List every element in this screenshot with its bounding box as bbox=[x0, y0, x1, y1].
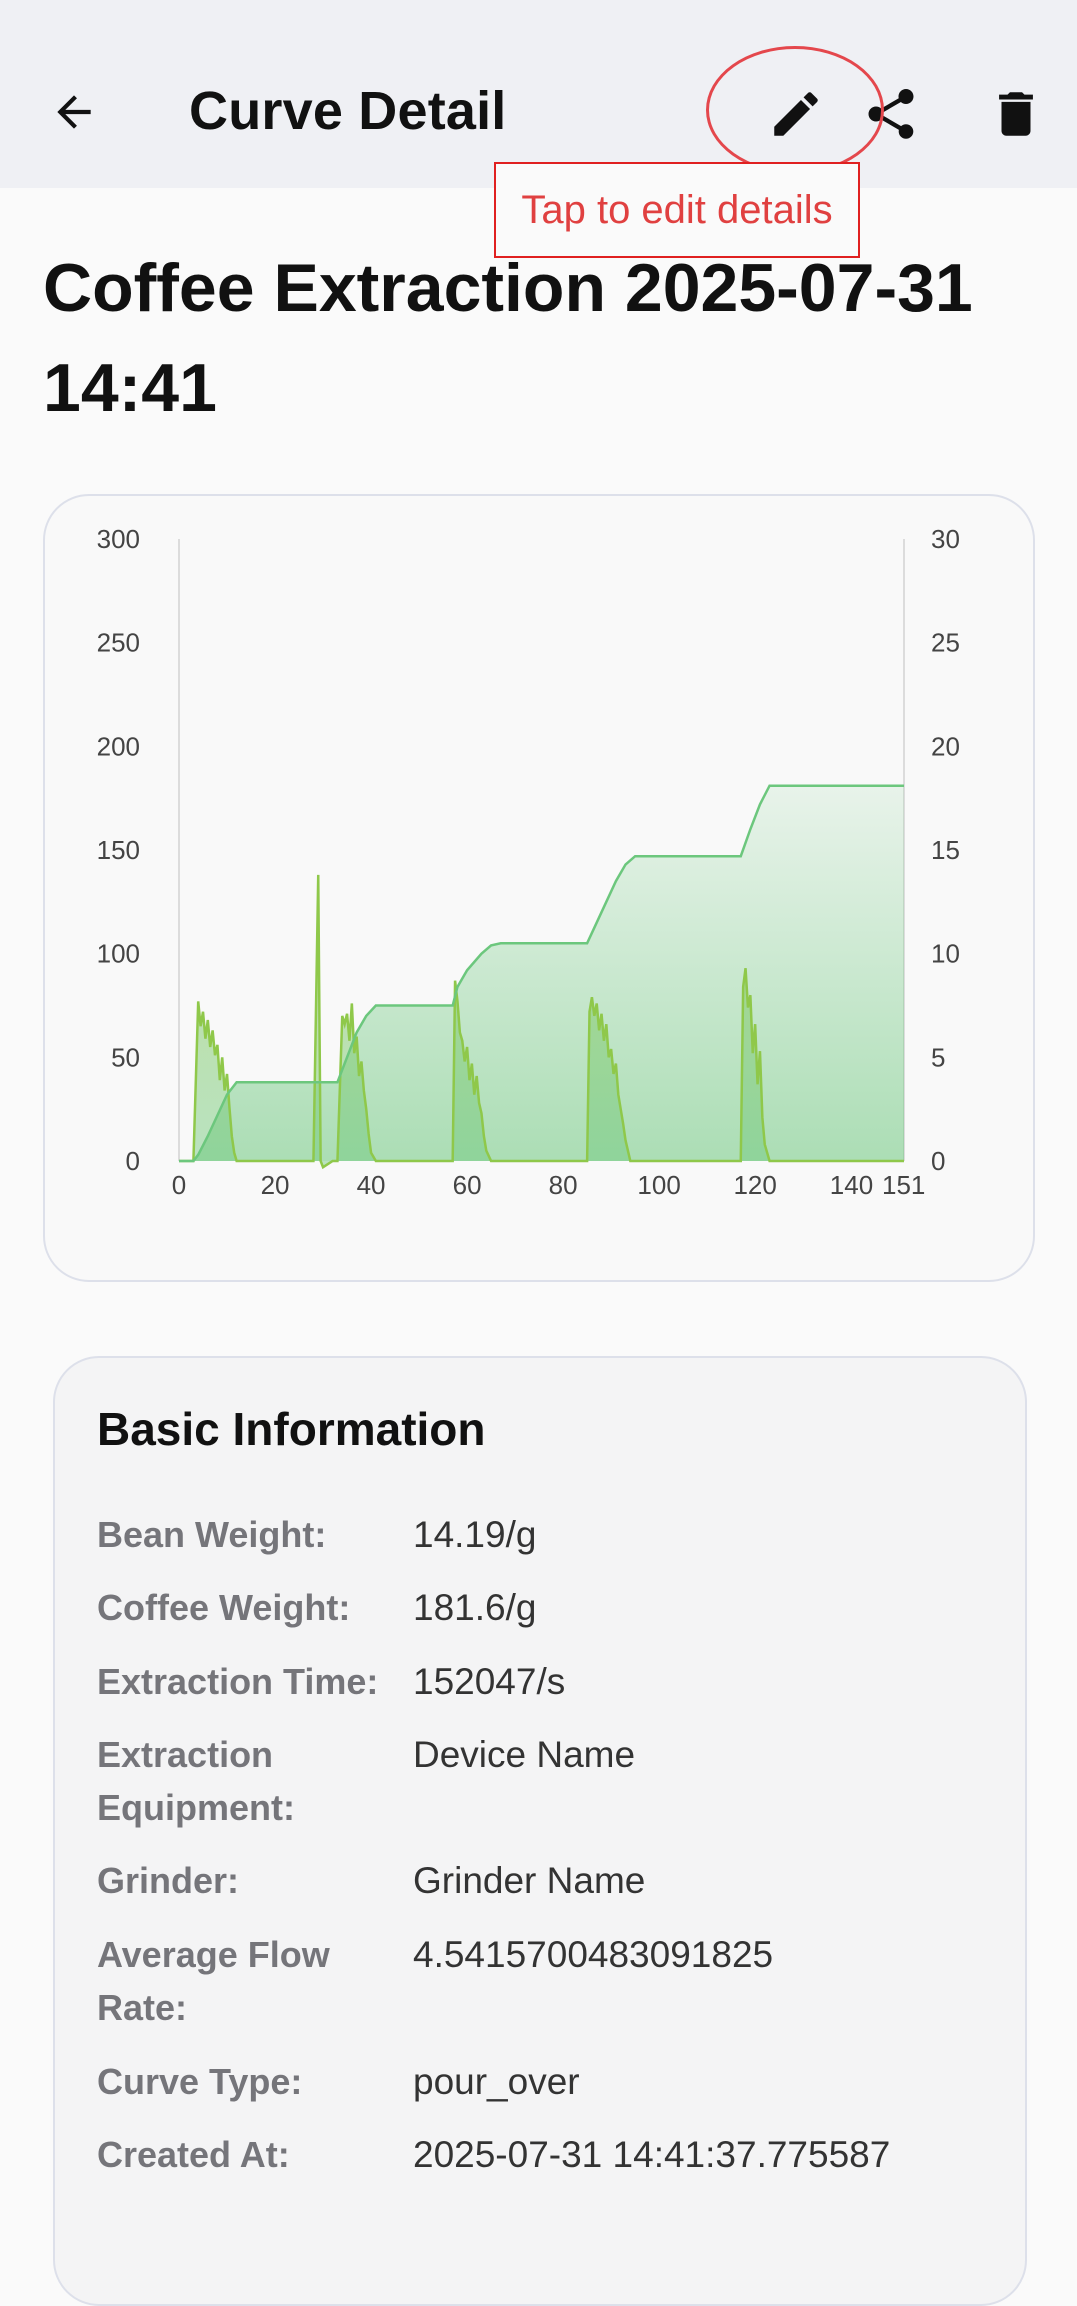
app-bar-title: Curve Detail bbox=[189, 81, 507, 141]
info-value: 152047/s bbox=[413, 1661, 566, 1702]
back-button[interactable] bbox=[38, 76, 110, 148]
y-left-tick-label: 250 bbox=[97, 628, 140, 658]
x-tick-label: 100 bbox=[637, 1170, 680, 1200]
info-value: 14.19/g bbox=[413, 1514, 537, 1555]
page-title: Coffee Extraction 2025-07-31 14:41 bbox=[43, 250, 973, 426]
y-right-tick-label: 5 bbox=[931, 1042, 945, 1072]
y-left-tick-label: 0 bbox=[126, 1146, 140, 1176]
y-left-tick-label: 100 bbox=[97, 939, 140, 969]
x-tick-label: 120 bbox=[733, 1170, 776, 1200]
app-bar: Curve Detail bbox=[0, 0, 1077, 188]
info-label: Extraction Equipment: bbox=[97, 1734, 295, 1828]
x-tick-label: 140 bbox=[830, 1170, 873, 1200]
y-left-tick-label: 200 bbox=[97, 731, 140, 761]
info-value: 4.5415700483091825 bbox=[413, 1934, 774, 1975]
x-tick-label: 20 bbox=[261, 1170, 290, 1200]
weight-series-line bbox=[179, 784, 904, 1163]
info-value: Grinder Name bbox=[413, 1860, 646, 1901]
y-left-tick-label: 300 bbox=[97, 524, 140, 554]
arrow-back-icon bbox=[57, 95, 91, 129]
share-icon bbox=[868, 89, 914, 139]
delete-icon bbox=[999, 92, 1033, 136]
basic-info-card: Basic Information Bean Weight: 14.19/g C… bbox=[53, 1356, 1027, 2306]
info-value: Device Name bbox=[413, 1734, 636, 1775]
y-right-tick-label: 25 bbox=[931, 628, 960, 658]
y-right-tick-label: 0 bbox=[931, 1146, 945, 1176]
y-right-tick-label: 15 bbox=[931, 835, 960, 865]
info-label: Grinder: bbox=[97, 1860, 240, 1901]
edit-tooltip: Tap to edit details bbox=[494, 162, 860, 258]
info-value: pour_over bbox=[413, 2061, 580, 2102]
info-label: Average Flow Rate: bbox=[97, 1934, 330, 2028]
x-tick-label: 40 bbox=[357, 1170, 386, 1200]
weight-series-area bbox=[179, 785, 904, 1161]
info-label: Curve Type: bbox=[97, 2061, 303, 2102]
info-value: 181.6/g bbox=[413, 1587, 537, 1628]
info-label: Coffee Weight: bbox=[97, 1587, 351, 1628]
share-button[interactable] bbox=[855, 78, 927, 150]
y-right-tick-label: 10 bbox=[931, 939, 960, 969]
y-right-tick-label: 30 bbox=[931, 524, 960, 554]
x-tick-label: 151 bbox=[882, 1170, 925, 1200]
info-label: Extraction Time: bbox=[97, 1661, 379, 1702]
y-left-tick-label: 50 bbox=[111, 1042, 140, 1072]
y-right-tick-label: 20 bbox=[931, 731, 960, 761]
info-label: Created At: bbox=[97, 2134, 290, 2175]
info-value: 2025-07-31 14:41:37.775587 bbox=[413, 2134, 891, 2175]
edit-button[interactable] bbox=[760, 78, 832, 150]
flow-series-line bbox=[179, 874, 904, 1170]
x-tick-label: 0 bbox=[172, 1170, 186, 1200]
x-tick-label: 60 bbox=[453, 1170, 482, 1200]
y-left-tick-label: 150 bbox=[97, 835, 140, 865]
chart-card: 0 50 100 150 200 250 300 0 5 10 15 20 25 30 0 20 40 60 80 1… bbox=[43, 494, 1035, 1282]
flow-series-area bbox=[179, 874, 904, 1168]
basic-info-title: Basic Information bbox=[97, 1403, 486, 1455]
x-tick-label: 80 bbox=[549, 1170, 578, 1200]
info-label: Bean Weight: bbox=[97, 1514, 327, 1555]
delete-button[interactable] bbox=[980, 78, 1052, 150]
edit-icon bbox=[774, 92, 818, 136]
